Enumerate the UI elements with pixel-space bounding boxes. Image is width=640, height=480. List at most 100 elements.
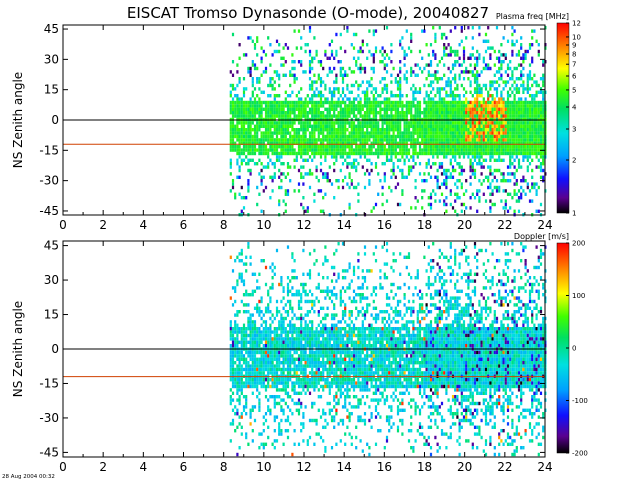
heatmap-cell bbox=[432, 141, 435, 145]
heatmap-cell bbox=[267, 36, 270, 40]
heatmap-cell bbox=[242, 145, 246, 149]
heatmap-cell bbox=[304, 131, 307, 135]
heatmap-cell bbox=[359, 131, 362, 135]
heatmap-cell bbox=[293, 364, 296, 368]
heatmap-cell bbox=[399, 80, 402, 84]
heatmap-cell bbox=[278, 100, 281, 105]
heatmap-cell bbox=[249, 422, 252, 426]
heatmap-cell bbox=[443, 172, 446, 176]
heatmap-cell bbox=[493, 168, 496, 173]
heatmap-cell bbox=[366, 124, 369, 128]
heatmap-cell bbox=[260, 121, 263, 125]
heatmap-cell bbox=[513, 80, 516, 84]
heatmap-cell bbox=[443, 128, 446, 132]
heatmap-cell bbox=[275, 104, 279, 108]
heatmap-cell bbox=[269, 354, 272, 358]
heatmap-cell bbox=[245, 367, 248, 372]
heatmap-cell bbox=[416, 199, 419, 203]
heatmap-cell bbox=[234, 104, 237, 108]
heatmap-cell bbox=[352, 107, 356, 111]
heatmap-cell bbox=[269, 145, 272, 149]
heatmap-cell bbox=[366, 43, 369, 47]
heatmap-cell bbox=[500, 104, 503, 108]
heatmap-cell bbox=[539, 87, 543, 91]
heatmap-cell bbox=[245, 405, 248, 409]
heatmap-cell bbox=[432, 145, 435, 149]
heatmap-cell bbox=[258, 361, 261, 365]
heatmap-cell bbox=[328, 340, 331, 344]
heatmap-cell bbox=[421, 121, 424, 125]
heatmap-cell bbox=[282, 340, 285, 344]
heatmap-cell bbox=[361, 141, 364, 145]
heatmap-cell bbox=[493, 49, 496, 54]
heatmap-cell bbox=[476, 138, 479, 142]
heatmap-cell bbox=[491, 83, 494, 88]
heatmap-cell bbox=[282, 344, 285, 348]
heatmap-cell bbox=[322, 100, 325, 105]
heatmap-cell bbox=[467, 155, 470, 159]
heatmap-cell bbox=[337, 141, 340, 145]
heatmap-cell bbox=[489, 158, 492, 162]
heatmap-cell bbox=[304, 327, 307, 331]
heatmap-cell bbox=[319, 320, 323, 324]
heatmap-cell bbox=[229, 94, 232, 98]
heatmap-cell bbox=[256, 286, 259, 290]
heatmap-cell bbox=[363, 111, 367, 115]
heatmap-cell bbox=[436, 100, 439, 105]
heatmap-cell bbox=[445, 107, 448, 111]
heatmap-cell bbox=[251, 100, 254, 105]
heatmap-cell bbox=[251, 357, 254, 361]
heatmap-cell bbox=[251, 330, 254, 334]
heatmap-cell bbox=[513, 121, 516, 125]
heatmap-cell bbox=[302, 175, 305, 179]
heatmap-cell bbox=[361, 165, 364, 169]
heatmap-cell bbox=[337, 148, 340, 152]
heatmap-cell bbox=[278, 357, 281, 361]
heatmap-cell bbox=[308, 344, 312, 348]
heatmap-cell bbox=[245, 395, 248, 399]
heatmap-cell bbox=[313, 199, 316, 203]
heatmap-cell bbox=[513, 182, 516, 186]
heatmap-cell bbox=[368, 114, 371, 118]
heatmap-cell bbox=[445, 145, 448, 149]
heatmap-cell bbox=[295, 138, 298, 142]
heatmap-cell bbox=[517, 77, 521, 81]
heatmap-cell bbox=[480, 90, 483, 94]
heatmap-cell bbox=[385, 114, 389, 118]
heatmap-cell bbox=[240, 259, 243, 263]
heatmap-cell bbox=[456, 114, 459, 118]
heatmap-cell bbox=[436, 155, 439, 159]
heatmap-cell bbox=[284, 340, 287, 344]
heatmap-cell bbox=[231, 340, 235, 344]
heatmap-cell bbox=[385, 83, 389, 88]
heatmap-cell bbox=[289, 320, 292, 324]
heatmap-cell bbox=[322, 151, 325, 156]
heatmap-cell bbox=[240, 357, 243, 361]
heatmap-cell bbox=[229, 189, 232, 193]
heatmap-cell bbox=[526, 73, 529, 77]
heatmap-cell bbox=[247, 100, 250, 105]
heatmap-cell bbox=[245, 138, 248, 142]
heatmap-cell bbox=[330, 344, 334, 348]
heatmap-cell bbox=[517, 189, 521, 193]
heatmap-cell bbox=[247, 158, 250, 162]
heatmap-cell bbox=[509, 172, 512, 176]
heatmap-cell bbox=[324, 158, 327, 162]
heatmap-cell bbox=[293, 141, 296, 145]
heatmap-cell bbox=[465, 151, 468, 156]
heatmap-cell bbox=[264, 344, 268, 348]
heatmap-cell bbox=[403, 56, 406, 60]
heatmap-cell bbox=[542, 80, 545, 84]
heatmap-cell bbox=[407, 100, 411, 105]
heatmap-cell bbox=[240, 104, 243, 108]
heatmap-cell bbox=[522, 114, 525, 118]
heatmap-cell bbox=[403, 121, 406, 125]
heatmap-cell bbox=[491, 80, 494, 84]
heatmap-cell bbox=[522, 124, 525, 128]
heatmap-cell bbox=[289, 121, 292, 125]
heatmap-cell bbox=[284, 316, 287, 321]
heatmap-cell bbox=[480, 70, 483, 74]
heatmap-cell bbox=[300, 100, 303, 105]
heatmap-cell bbox=[260, 350, 263, 355]
heatmap-cell bbox=[278, 83, 281, 88]
